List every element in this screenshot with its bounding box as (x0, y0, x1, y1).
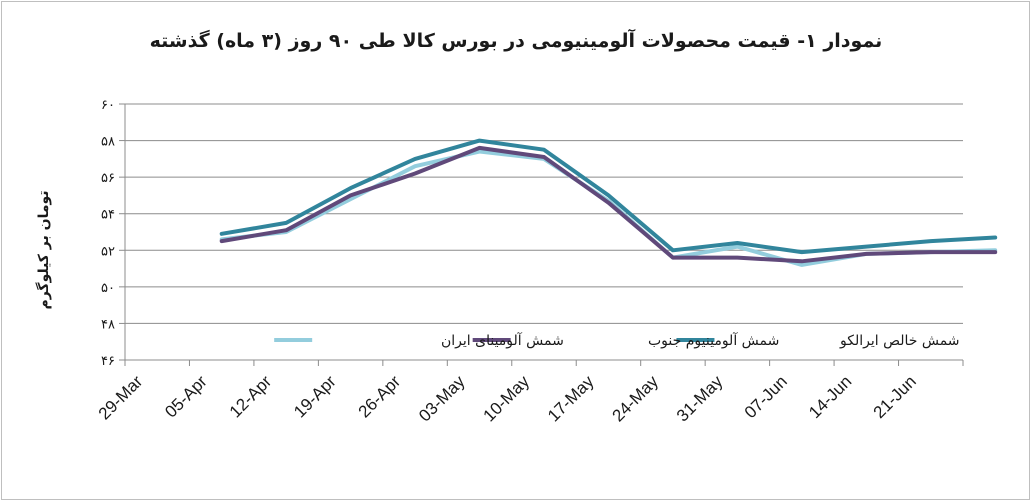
legend-label: شمش آلومینای ایران (441, 332, 564, 349)
legend-label: شمش آلومینیوم جنوب (648, 332, 779, 349)
x-tick-label: 29-Mar (95, 372, 147, 424)
x-tick-label: 14-Jun (805, 372, 855, 422)
y-tick-label: ۵۴ (101, 208, 115, 223)
y-tick-label: ۴۸ (101, 317, 115, 332)
y-axis-label: تومان بر کیلوگرم (35, 190, 52, 309)
chart-title: نمودار ۱- قیمت محصولات آلومینیومی در بور… (150, 28, 883, 52)
y-tick-label: ۵۸ (101, 135, 115, 150)
x-tick-label: 19-Apr (290, 372, 340, 422)
series-line (219, 149, 998, 267)
y-tick-label: ۶۰ (101, 98, 115, 113)
x-tick-label: 17-May (544, 372, 598, 426)
y-tick-label: ۵۶ (101, 171, 115, 186)
x-tick-label: 07-Jun (741, 372, 791, 422)
grid-lines (119, 103, 963, 361)
series-line (219, 138, 998, 255)
legend: شمش خالص ایرالکو شمش آلومینیوم جنوب شمش آل… (274, 332, 960, 349)
y-tick-label: ۴۶ (101, 354, 115, 369)
x-axis: 29-Mar 05-Apr 12-Apr 19-Apr 26-Apr 03-May 10-M… (95, 104, 964, 426)
x-tick-label: 31-May (673, 372, 727, 426)
x-tick-label: 03-May (415, 372, 469, 426)
x-tick-label: 26-Apr (355, 372, 405, 422)
y-tick-label: ۵۲ (101, 244, 115, 259)
x-tick-label: 21-Jun (870, 372, 920, 422)
series-line (219, 145, 998, 264)
x-tick-label: 12-Apr (226, 372, 276, 422)
y-tick-labels: ۴۶ ۴۸ ۵۰ ۵۲ ۵۴ ۵۶ ۵۸ ۶۰ (101, 98, 115, 369)
x-tick-label: 10-May (480, 372, 534, 426)
x-tick-label: 05-Apr (161, 372, 211, 422)
series-lines (219, 138, 998, 267)
y-tick-label: ۵۰ (101, 281, 115, 296)
legend-label: شمش خالص ایرالکو (839, 333, 960, 349)
x-tick-label: 24-May (608, 372, 662, 426)
